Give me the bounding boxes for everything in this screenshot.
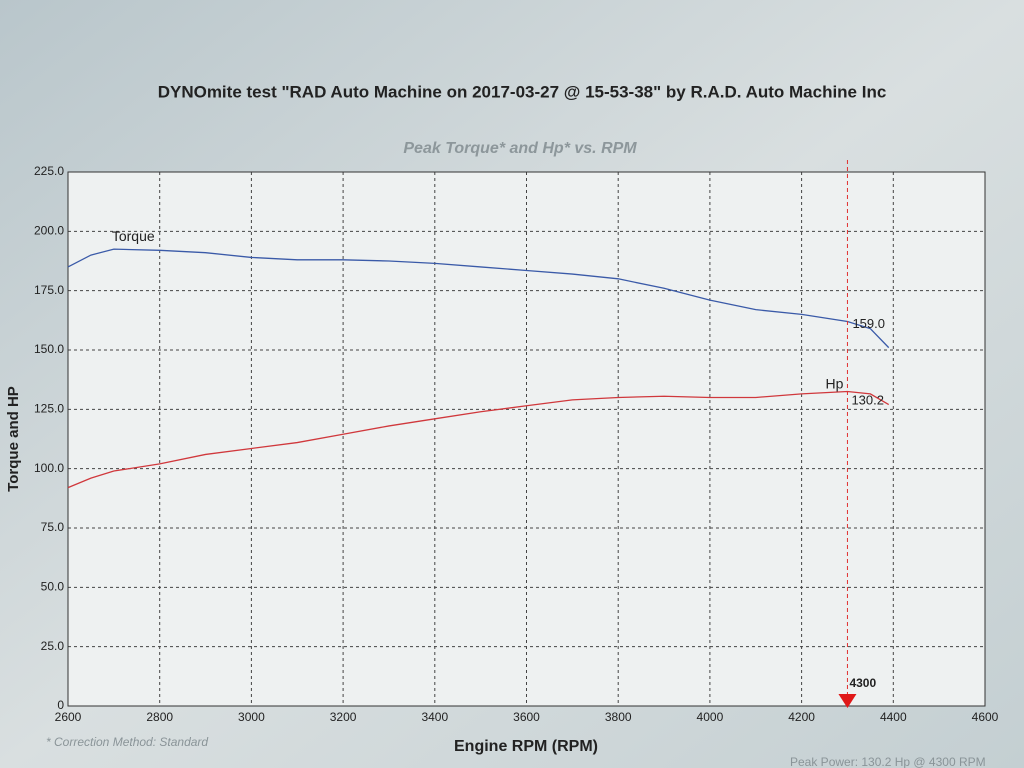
x-tick-label: 3400 [421,710,448,724]
series-line [67,248,890,349]
series-label: Torque [112,228,155,244]
x-tick-label: 2800 [146,710,173,724]
y-tick-label: 125.0 [34,402,64,416]
footnote: * Correction Method: Standard [46,735,208,749]
x-tick-label: 3600 [513,710,540,724]
y-tick-label: 225.0 [34,164,64,178]
series-label: Hp [826,376,844,392]
chart-title: DYNOmite test "RAD Auto Machine on 2017-… [158,82,887,101]
x-axis-label: Engine RPM (RPM) [454,738,598,755]
y-tick-label: 200.0 [34,224,64,238]
chart-subtitle: Peak Torque* and Hp* vs. RPM [403,140,637,157]
y-tick-label: 0 [57,698,64,712]
y-tick-label: 175.0 [34,283,64,297]
cursor-marker [838,694,857,708]
peak-summary: Peak Power: 130.2 Hp @ 4300 RPM [790,755,986,768]
y-tick-label: 25.0 [41,639,65,653]
y-axis-label: Torque and HP [5,386,22,492]
y-tick-label: 100.0 [34,461,64,475]
plot-border [67,171,986,707]
hp-value-label: 130.2 [851,392,884,407]
x-tick-label: 3000 [238,710,265,724]
cursor-label: 4300 [849,676,876,690]
x-tick-label: 2600 [55,710,82,724]
torque-value-label: 159.0 [852,316,885,331]
x-tick-label: 4600 [972,710,999,724]
y-tick-label: 150.0 [34,342,64,356]
x-tick-label: 4000 [697,710,724,724]
x-tick-label: 3800 [605,710,632,724]
x-tick-label: 4400 [880,710,907,724]
series-line [67,390,890,489]
y-tick-label: 75.0 [41,520,65,534]
y-tick-label: 50.0 [41,580,65,594]
x-tick-label: 3200 [330,710,357,724]
x-tick-label: 4200 [788,710,815,724]
